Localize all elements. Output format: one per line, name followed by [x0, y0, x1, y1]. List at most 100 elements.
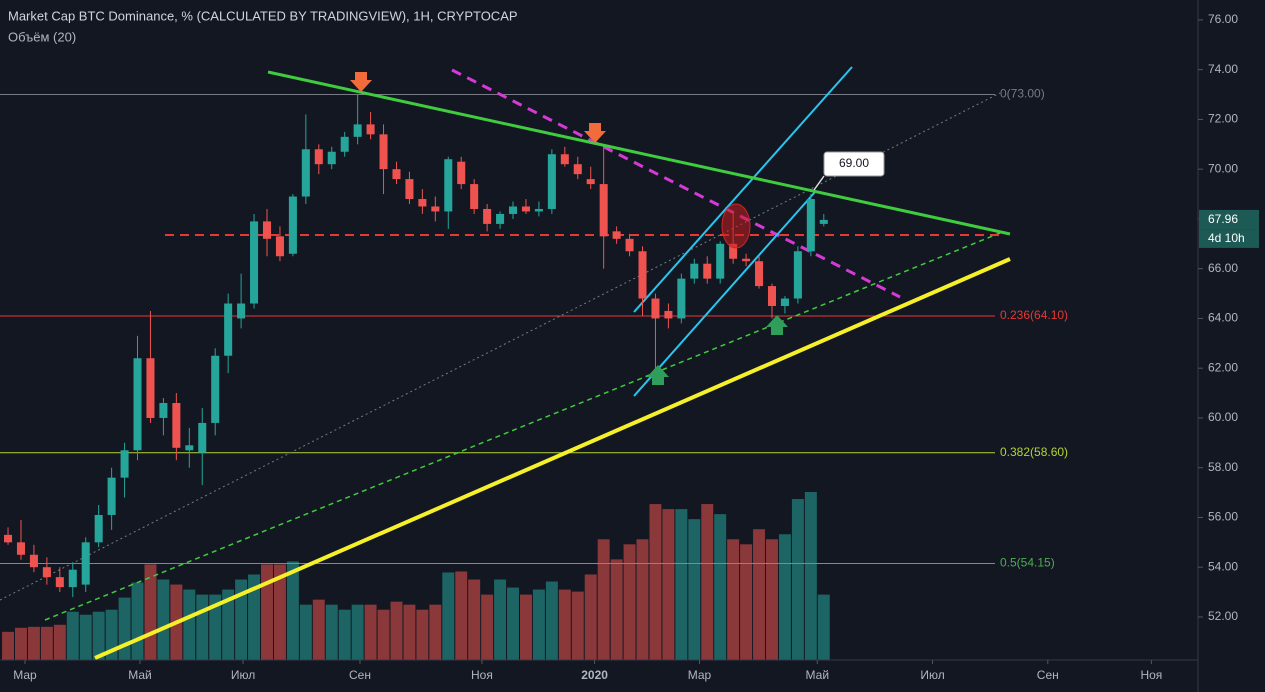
volume-bar	[248, 574, 261, 660]
candle-body	[133, 358, 142, 451]
volume-bar	[468, 579, 481, 660]
volume-bar	[727, 539, 740, 660]
y-tick-label: 60.00	[1208, 410, 1238, 424]
volume-bar	[209, 594, 222, 660]
candle-body	[470, 184, 479, 209]
candle-body	[262, 221, 272, 239]
candle-body	[819, 219, 828, 224]
volume-bar	[325, 604, 338, 660]
candle-body	[638, 251, 647, 299]
y-tick-label: 54.00	[1208, 559, 1238, 573]
x-tick-label: Июл	[231, 668, 255, 682]
trend-line	[94, 257, 1011, 660]
x-tick-label: Мар	[13, 668, 37, 682]
volume-bar	[338, 609, 351, 660]
volume-bar	[312, 599, 325, 660]
volume-bar	[714, 514, 727, 660]
candle-body	[444, 159, 453, 212]
callout-pointer	[813, 175, 825, 191]
volume-bar	[131, 582, 144, 660]
arrow-down	[350, 72, 372, 92]
arrow-up	[766, 315, 788, 335]
volume-bar	[273, 564, 286, 660]
candle-body	[275, 236, 284, 257]
volume-bar	[53, 624, 66, 660]
candle-body	[353, 124, 362, 137]
candle-body	[560, 154, 569, 165]
volume-bar	[40, 626, 53, 660]
volume-bar	[558, 589, 571, 660]
volume-bar	[286, 561, 299, 660]
volume-bar	[377, 609, 390, 660]
volume-bar	[571, 591, 584, 660]
candle-body	[392, 169, 401, 180]
volume-bar	[390, 601, 403, 660]
callout-text: 69.00	[839, 156, 869, 170]
candle-body	[81, 542, 90, 585]
candle-body	[211, 355, 220, 423]
candle-body	[690, 263, 699, 279]
candle-body	[16, 542, 25, 555]
channel-line	[633, 66, 853, 313]
volume-bar	[105, 609, 118, 660]
x-tick-label: Май	[806, 668, 830, 682]
volume-bar	[610, 559, 623, 660]
fib-label: 0.5(54.15)	[1000, 556, 1055, 570]
x-tick-label: Июл	[920, 668, 944, 682]
fib-label: 0(73.00)	[1000, 87, 1045, 101]
candle-body	[547, 154, 556, 209]
candle-body	[716, 243, 725, 279]
volume-bar	[519, 594, 532, 660]
volume-bar	[144, 564, 157, 660]
volume-bar	[222, 589, 235, 660]
candle-body	[224, 303, 233, 356]
volume-bar	[455, 571, 468, 660]
volume-bar	[351, 604, 364, 660]
countdown-tag	[1199, 229, 1259, 248]
x-tick-label: Сен	[349, 668, 371, 682]
x-tick-label: Сен	[1037, 668, 1059, 682]
arrow-down	[584, 123, 606, 143]
volume-bar	[92, 611, 105, 660]
y-tick-label: 76.00	[1208, 12, 1238, 26]
candle-body	[729, 243, 738, 259]
y-tick-label: 70.00	[1208, 161, 1238, 175]
candle-body	[198, 422, 207, 453]
candle-body	[55, 577, 64, 588]
candle-body	[146, 358, 155, 418]
volume-bar	[778, 534, 791, 660]
candle-body	[625, 238, 634, 252]
price-tag-label: 67.96	[1208, 212, 1238, 226]
candle-body	[509, 206, 518, 214]
volume-bar	[753, 529, 766, 660]
y-tick-label: 58.00	[1208, 460, 1238, 474]
volume-layer	[2, 492, 830, 660]
volume-bar	[662, 509, 675, 660]
drawings-top: 69.00	[94, 70, 1011, 660]
axes: 52.00 54.00 56.00 58.00 60.00 62.00 64.00 66.00…	[13, 12, 1259, 682]
trend-line	[0, 92, 1001, 601]
volume-bar	[364, 604, 377, 660]
candle-body	[496, 213, 505, 224]
volume-bar	[183, 589, 196, 660]
fib-label: 0.236(64.10)	[1000, 308, 1068, 322]
volume-bar	[235, 579, 248, 660]
x-tick-label: Май	[128, 668, 152, 682]
volume-bar	[597, 539, 610, 660]
countdown-label: 4d 10h	[1208, 231, 1245, 245]
candle-body	[42, 567, 51, 578]
candles	[4, 94, 828, 598]
volume-bar	[688, 519, 701, 660]
candle-body	[120, 450, 129, 478]
price-tag	[1199, 209, 1259, 230]
candle-body	[742, 258, 751, 262]
volume-bar	[623, 544, 636, 660]
volume-bar	[66, 611, 79, 660]
candle-body	[94, 514, 103, 543]
volume-bar	[481, 594, 494, 660]
volume-bar	[429, 604, 442, 660]
chart-subtitle: Объём (20)	[8, 29, 76, 44]
callout-box	[823, 151, 885, 177]
volume-bar	[157, 579, 170, 660]
candle-body	[677, 278, 686, 319]
